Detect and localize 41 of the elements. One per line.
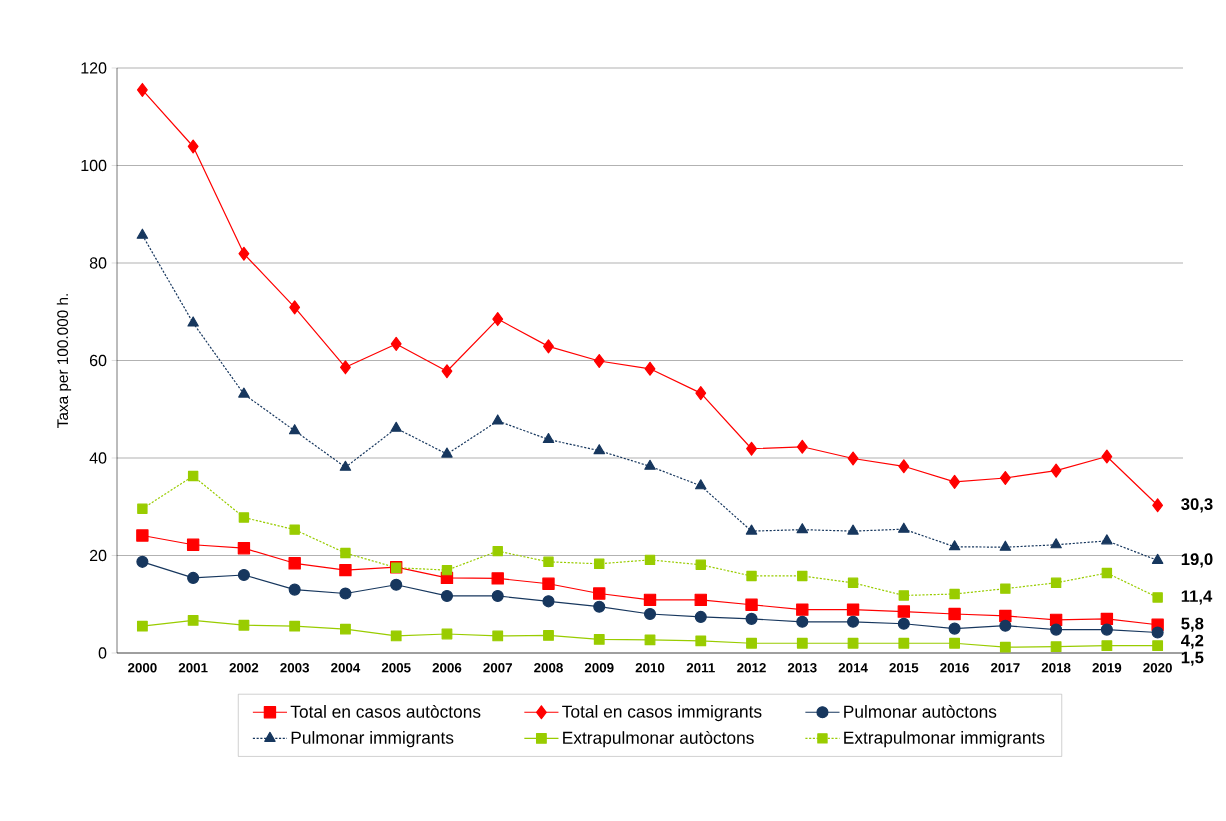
legend-label: Pulmonar autòctons [844, 704, 997, 718]
data-label: 11,4 [1181, 590, 1213, 605]
data-label: 30,3 [1181, 498, 1213, 513]
data-label: 1,5 [1181, 651, 1204, 666]
y-tick-label: 0 [98, 647, 107, 659]
x-tick-label: 2000 [128, 663, 157, 673]
x-tick-label: 2014 [838, 663, 868, 673]
x-tick-label: 2011 [686, 663, 715, 673]
y-tick-label: 100 [81, 159, 107, 172]
x-tick-label: 2009 [584, 663, 614, 673]
y-axis-title: Taxa per 100.000 h. [56, 294, 72, 428]
data-label: 4,2 [1180, 634, 1204, 649]
x-tick-label: 2019 [1092, 663, 1122, 673]
data-label: 5,8 [1181, 617, 1204, 632]
x-tick-label: 2020 [1143, 663, 1172, 673]
y-tick-label: 40 [89, 452, 107, 464]
x-tick-label: 2008 [534, 663, 563, 673]
y-tick-label: 60 [89, 354, 107, 367]
x-tick-label: 2007 [483, 663, 512, 673]
x-tick-label: 2006 [432, 663, 462, 673]
legend-label: Extrapulmonar immigrants [844, 731, 1045, 748]
x-tick-label: 2018 [1041, 663, 1071, 673]
x-tick-label: 2015 [889, 663, 919, 673]
legend-label: Total en casos immigrants [562, 704, 762, 722]
x-tick-label: 2003 [280, 663, 310, 673]
y-tick-label: 120 [81, 62, 107, 74]
x-tick-label: 2013 [787, 663, 817, 673]
data-label: 19,0 [1181, 553, 1213, 568]
x-tick-label: 2012 [737, 663, 766, 673]
x-tick-label: 2016 [940, 663, 969, 673]
legend-label: Extrapulmonar autòctons [563, 730, 754, 748]
x-tick-label: 2017 [990, 663, 1020, 673]
x-tick-label: 2010 [635, 663, 665, 673]
y-tick-label: 80 [89, 257, 107, 269]
y-tick-label: 20 [89, 549, 107, 562]
x-tick-label: 2005 [381, 663, 411, 673]
x-tick-label: 2002 [229, 663, 259, 673]
legend-label: Total en casos autòctons [290, 704, 481, 718]
x-tick-label: 2001 [178, 663, 208, 673]
legend-label: Pulmonar immigrants [291, 731, 454, 748]
x-tick-label: 2004 [331, 663, 361, 673]
